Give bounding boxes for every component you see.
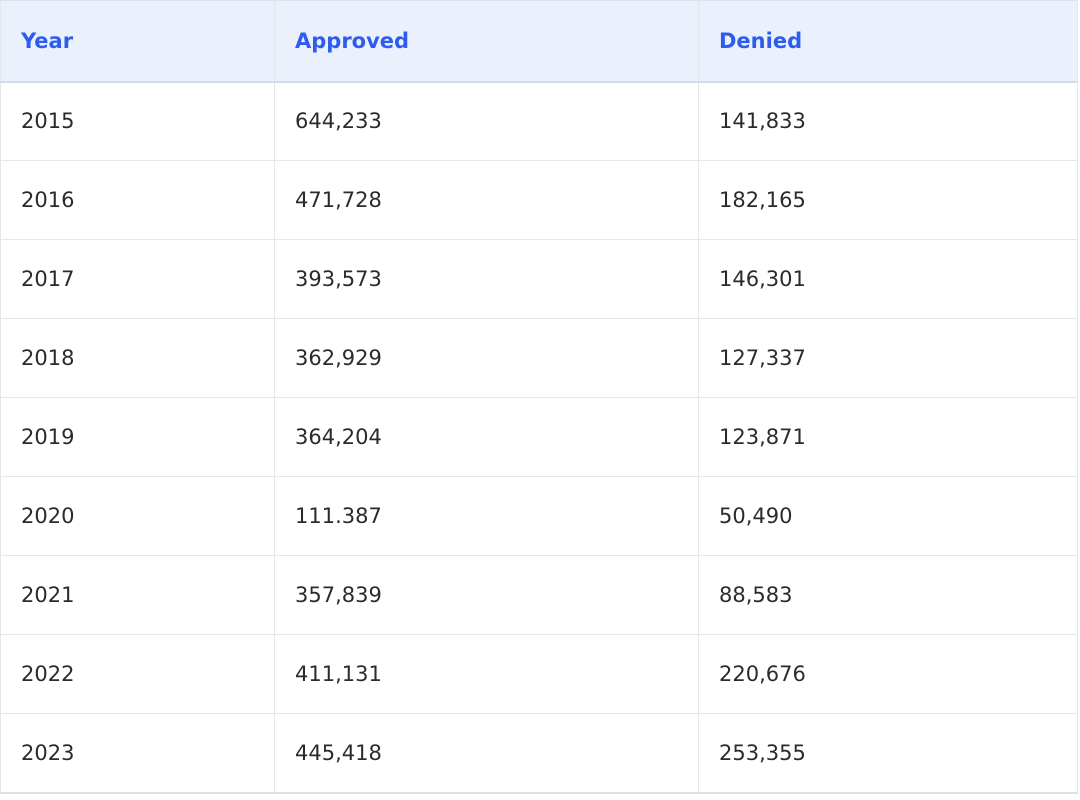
table-row: 2015 644,233 141,833 [0,81,1078,161]
table-row: 2020 111.387 50,490 [0,476,1078,556]
column-header-year: Year [0,0,275,83]
cell-denied: 123,871 [698,397,1078,477]
cell-approved: 445,418 [274,713,699,794]
cell-approved: 357,839 [274,555,699,635]
table-row: 2022 411,131 220,676 [0,634,1078,714]
cell-denied: 182,165 [698,160,1078,240]
cell-approved: 411,131 [274,634,699,714]
column-header-approved: Approved [274,0,699,83]
cell-denied: 220,676 [698,634,1078,714]
cell-denied: 127,337 [698,318,1078,398]
column-header-denied: Denied [698,0,1078,83]
cell-denied: 146,301 [698,239,1078,319]
table-row: 2023 445,418 253,355 [0,713,1078,794]
cell-approved: 111.387 [274,476,699,556]
table-row: 2016 471,728 182,165 [0,160,1078,240]
cell-approved: 393,573 [274,239,699,319]
cell-denied: 88,583 [698,555,1078,635]
cell-year: 2020 [0,476,275,556]
table-row: 2018 362,929 127,337 [0,318,1078,398]
cell-denied: 50,490 [698,476,1078,556]
cell-year: 2023 [0,713,275,794]
table-header: Year Approved Denied [0,0,1078,83]
cell-approved: 644,233 [274,81,699,161]
cell-year: 2022 [0,634,275,714]
cell-denied: 141,833 [698,81,1078,161]
cell-denied: 253,355 [698,713,1078,794]
table-row: 2021 357,839 88,583 [0,555,1078,635]
cell-year: 2019 [0,397,275,477]
table-row: 2019 364,204 123,871 [0,397,1078,477]
table-body: 2015 644,233 141,833 2016 471,728 182,16… [0,81,1078,794]
cell-year: 2016 [0,160,275,240]
cell-year: 2017 [0,239,275,319]
table-row: 2017 393,573 146,301 [0,239,1078,319]
cell-year: 2021 [0,555,275,635]
cell-approved: 471,728 [274,160,699,240]
cell-approved: 364,204 [274,397,699,477]
header-row: Year Approved Denied [0,0,1078,83]
cell-approved: 362,929 [274,318,699,398]
cell-year: 2015 [0,81,275,161]
cell-year: 2018 [0,318,275,398]
